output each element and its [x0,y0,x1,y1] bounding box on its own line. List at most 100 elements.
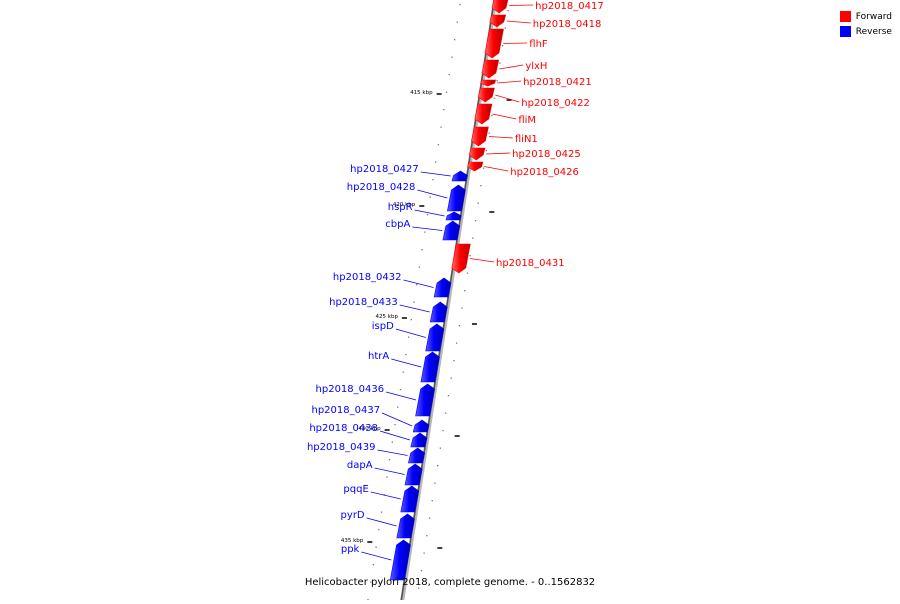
ruler-tick-label: 415 kbp [410,90,433,96]
minor-tick [488,132,490,134]
minor-tick [477,202,479,204]
minor-tick [407,336,410,338]
gene-leader-line [377,449,408,456]
gene-ylxH [481,59,500,79]
gene-fliM [474,103,493,125]
genome-caption: Helicobacter pylori 2018, complete genom… [304,577,596,588]
minor-tick [383,494,385,496]
minor-tick [445,91,448,93]
backbone-shadow [400,0,498,603]
gene-leader-line [509,4,534,6]
gene-label-pqqE: pqqE [343,484,368,495]
minor-tick [418,266,421,268]
forward-swatch-icon [839,11,851,22]
minor-tick [421,249,423,251]
gene-hp2018_0433 [429,301,448,323]
minor-tick [499,62,501,64]
gene-leader-line [361,551,392,561]
gene-hp2018_0431 [451,243,471,274]
legend: Forward Reverse [839,9,892,39]
gene-label-hp2018_0437: hp2018_0437 [312,405,381,416]
minor-tick [410,319,412,321]
minor-tick [388,459,391,461]
minor-tick [413,301,415,303]
gene-label-cbpA: cbpA [385,219,410,230]
gene-label-pyrD: pyrD [341,510,365,521]
gene-leader-line [420,171,451,177]
minor-tick [447,395,450,397]
gene-labels: hp2018_0417 hp2018_0418 flhF ylxH hp2018_042… [307,1,604,561]
gene-label-dapA: dapA [347,460,373,471]
gene-hp2018_0426 [467,161,484,172]
gene-flhF [484,28,504,59]
gene-hp2018_0421 [480,79,496,87]
gene-hp2018_0437 [412,419,430,433]
minor-tick [372,564,375,566]
minor-tick [370,581,372,583]
minor-tick [501,45,504,47]
gene-label-hp2018_0433: hp2018_0433 [329,297,398,308]
gene-leader-line [412,226,443,231]
minor-tick [397,406,399,408]
gene-label-flhF: flhF [529,39,548,50]
gene-dapA [404,463,423,486]
gene-leader-line [374,467,405,475]
gene-label-hspR: hspR [388,202,413,213]
legend-item-forward: Forward [839,9,892,24]
gene-label-hp2018_0439: hp2018_0439 [307,442,376,453]
gene-leader-line [403,279,434,288]
minor-tick [450,377,452,379]
ruler-tick-label: 425 kbp [376,314,399,320]
minor-tick [442,430,444,432]
gene-hp2018_0425 [468,147,486,161]
gene-leader-line [492,113,517,120]
minor-tick [429,196,431,198]
gene-leader-line [395,328,426,338]
gene-hp2018_0418 [489,14,507,28]
minor-tick [418,587,420,589]
gene-label-fliN1: fliN1 [515,134,538,145]
minor-tick [472,237,474,239]
gene-leader-line [399,304,430,313]
minor-tick [507,10,509,12]
minor-tick [483,167,485,169]
minor-tick [394,424,396,426]
minor-tick [485,150,488,152]
minor-tick [426,214,429,216]
minor-tick [399,389,402,391]
gene-ispD [425,323,445,352]
minor-tick [405,354,407,356]
gene-hspR [445,211,462,221]
minor-tick [496,80,498,82]
minor-tick [440,126,442,128]
gene-leader-line [488,136,513,139]
legend-item-reverse: Reverse [839,24,892,39]
minor-tick [420,570,423,572]
legend-reverse-label: Reverse [855,26,892,37]
gene-hp2018_0422 [477,87,495,103]
gene-label-fliM: fliM [518,115,536,126]
gene-leader-line [366,517,397,527]
minor-tick [375,546,377,548]
gene-htrA [420,351,440,383]
gene-leader-line [381,412,413,427]
minor-tick [434,482,436,484]
minor-tick [445,412,447,414]
minor-tick [386,476,388,478]
gene-label-hp2018_0418: hp2018_0418 [533,19,602,30]
minor-tick [416,284,418,286]
gene-leader-line [486,152,511,155]
gene-label-hp2018_0436: hp2018_0436 [316,384,385,395]
gene-label-ispD: ispD [372,321,394,332]
minor-tick [466,272,469,274]
gene-leader-line [417,189,448,199]
gene-leader-line [497,80,522,84]
minor-tick [378,529,380,531]
ruler-tick-label: 435 kbp [341,538,364,544]
gene-label-hp2018_0421: hp2018_0421 [523,77,592,88]
gene-leader-line [469,258,495,263]
minor-tick [432,179,434,181]
minor-tick [455,342,458,344]
